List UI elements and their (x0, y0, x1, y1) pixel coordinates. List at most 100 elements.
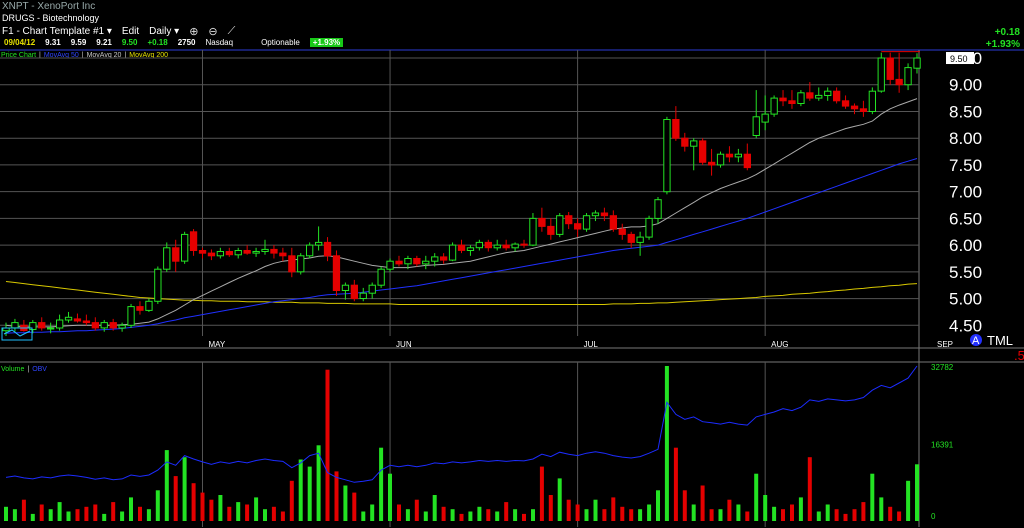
candle-down (38, 322, 46, 329)
obv-line (5, 365, 918, 483)
volume-bar (129, 497, 133, 521)
candle-down (708, 161, 716, 166)
candle-up (511, 243, 519, 249)
candle-down (225, 251, 233, 256)
candle-down (806, 92, 814, 99)
volume-bar (593, 499, 598, 521)
candle-down (323, 241, 332, 257)
month-label: MAY (208, 340, 225, 349)
candle-up (645, 217, 653, 238)
quote-date: 09/04/12 (4, 38, 36, 47)
template-dropdown[interactable]: F1 - Chart Template #1 ▾ (2, 26, 112, 37)
volume-bar (280, 511, 285, 521)
candle-down (172, 247, 180, 262)
volume-bar (48, 509, 53, 521)
volume-bar (307, 466, 312, 521)
zoom-out-icon[interactable]: ⊖ (208, 26, 218, 38)
price-tick-label: 6.50 (949, 209, 982, 228)
quote-low: 9.21 (96, 38, 112, 47)
volume-bar (798, 497, 803, 521)
candle-down (73, 318, 82, 322)
volume-bar (57, 502, 62, 521)
volume-bar (459, 513, 464, 521)
draw-line-icon[interactable]: ⟋ (227, 25, 236, 37)
candle-up (556, 215, 564, 235)
volume-bar (271, 506, 276, 521)
toolbar: F1 - Chart Template #1 ▾ Edit Daily ▾ ⊕ … (2, 25, 235, 38)
candle-up (582, 215, 591, 230)
zoom-in-icon[interactable]: ⊕ (189, 26, 199, 38)
price-tick-label: 8.00 (949, 129, 982, 148)
volume-bar (397, 504, 401, 521)
candle-up (877, 57, 885, 92)
month-label: SEP (937, 340, 953, 349)
volume-bar (888, 506, 893, 521)
candle-up (734, 153, 743, 158)
volume-bar (816, 511, 821, 521)
volume-bar (361, 511, 366, 521)
price-tick-label: 5.50 (949, 263, 982, 282)
volume-bar (4, 506, 8, 521)
candle-up (913, 57, 921, 69)
candle-up (359, 292, 367, 300)
volume-bar (75, 509, 80, 521)
volume-bar (218, 495, 223, 521)
volume-bar (727, 499, 732, 521)
volume-tick-label: 0 (931, 512, 936, 521)
candle-up (29, 322, 37, 331)
volume-bars (4, 365, 919, 521)
candle-up (252, 251, 260, 254)
volume-bar (164, 450, 169, 521)
candle-down (886, 57, 894, 80)
tml-indicator: A TML .5 (970, 333, 1024, 363)
chevron-down-icon: ▾ (174, 26, 180, 37)
candle-down (779, 97, 787, 102)
candle-down (189, 231, 198, 252)
volume-bar (102, 513, 107, 521)
volume-bar (236, 502, 241, 521)
candle-up (824, 90, 832, 96)
candle-up (797, 92, 805, 105)
template-label: F1 - Chart Template #1 (2, 26, 105, 37)
candle-up (216, 251, 224, 257)
volume-bar (334, 471, 339, 521)
price-tick-label: 7.00 (949, 183, 982, 202)
volume-bar (566, 499, 571, 521)
candle-down (109, 322, 117, 329)
candle-down (618, 228, 626, 235)
volume-bar (120, 511, 125, 521)
volume-bar (745, 511, 750, 521)
candle-up (431, 256, 439, 262)
candle-down (725, 153, 734, 158)
month-label: JUL (584, 340, 599, 349)
ma50-line (5, 158, 918, 334)
legend-ma200: MovAvg 200 (129, 52, 169, 59)
volume-bar (325, 369, 330, 521)
candle-down (520, 243, 528, 246)
volume-bar (477, 506, 482, 521)
volume-bar (200, 492, 205, 521)
volume-bar (611, 497, 616, 521)
volume-tick-label: 32782 (931, 363, 954, 372)
selection-box (1, 327, 33, 341)
candle-down (743, 153, 752, 169)
candle-up (315, 241, 323, 246)
volume-bar (754, 473, 759, 521)
candle-down (457, 244, 466, 251)
period-dropdown[interactable]: Daily ▾ (149, 26, 179, 37)
volume-bar (575, 504, 580, 521)
candle-down (833, 90, 841, 102)
candle-up (663, 119, 671, 193)
volume-bar (620, 506, 625, 521)
candle-up (761, 113, 769, 123)
edit-button[interactable]: Edit (121, 26, 140, 37)
selection-trend-icon (3, 329, 31, 337)
volume-bar (414, 499, 419, 521)
window-title: XNPT - XenoPort Inc (2, 1, 96, 12)
industry-label: DRUGS - Biotechnology (2, 13, 100, 23)
candle-down (574, 223, 582, 230)
volume-bar (263, 509, 267, 521)
month-label: AUG (771, 340, 788, 349)
candle-up (770, 97, 778, 115)
